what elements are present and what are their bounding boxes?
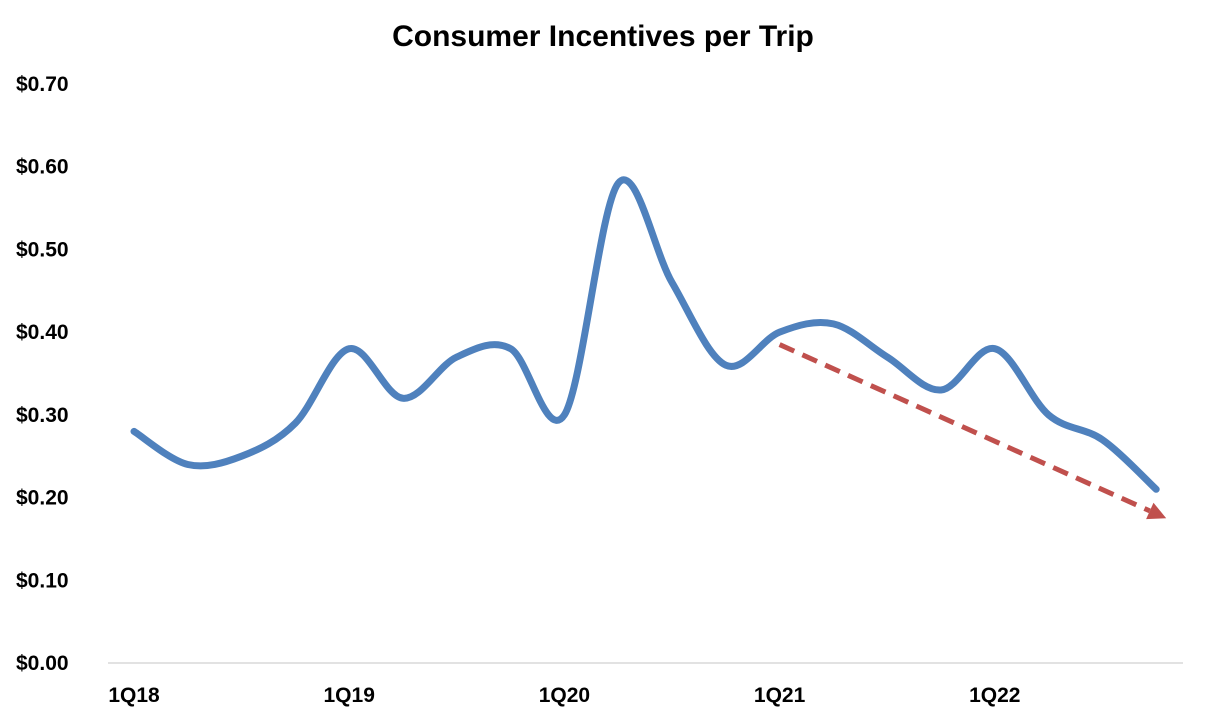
x-tick-label: 1Q22 <box>969 684 1020 707</box>
x-tick-label: 1Q18 <box>108 684 160 707</box>
x-tick-label: 1Q21 <box>754 684 806 707</box>
chart-title: Consumer Incentives per Trip <box>392 20 814 53</box>
series-line <box>130 176 1160 493</box>
y-tick-label: $0.50 <box>16 238 69 261</box>
y-tick-label: $0.60 <box>16 156 69 179</box>
y-tick-label: $0.20 <box>16 487 69 510</box>
annotation-layer <box>778 342 1167 520</box>
x-tick-label: 1Q20 <box>539 684 590 707</box>
x-tick-label: 1Q19 <box>324 684 375 707</box>
trend-arrow-line <box>778 342 1151 514</box>
series-layer <box>130 176 1160 493</box>
y-axis: $0.00 $0.10 $0.20 $0.30 $0.40 $0.50 $0.60 $0.70 <box>16 73 69 675</box>
y-tick-label: $0.00 <box>16 652 69 675</box>
y-tick-label: $0.70 <box>16 73 69 96</box>
y-tick-label: $0.40 <box>16 321 69 344</box>
y-tick-label: $0.30 <box>16 404 69 427</box>
x-axis: 1Q18 1Q19 1Q20 1Q21 1Q22 <box>108 662 1183 707</box>
y-tick-label: $0.10 <box>16 569 69 592</box>
trend-arrow-head <box>1146 502 1167 520</box>
